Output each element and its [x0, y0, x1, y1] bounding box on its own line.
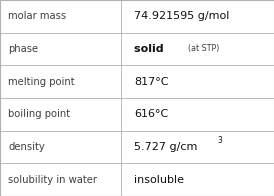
Text: insoluble: insoluble [134, 175, 184, 185]
Text: phase: phase [8, 44, 38, 54]
Text: boiling point: boiling point [8, 109, 70, 119]
Text: molar mass: molar mass [8, 11, 66, 21]
Text: 817°C: 817°C [134, 77, 169, 87]
Text: 5.727 g/cm: 5.727 g/cm [134, 142, 198, 152]
Text: 74.921595 g/mol: 74.921595 g/mol [134, 11, 230, 21]
Text: 616°C: 616°C [134, 109, 169, 119]
Text: melting point: melting point [8, 77, 75, 87]
Text: (at STP): (at STP) [188, 44, 219, 54]
Text: solid: solid [134, 44, 172, 54]
Text: solubility in water: solubility in water [8, 175, 97, 185]
Text: density: density [8, 142, 45, 152]
Text: 3: 3 [218, 136, 223, 145]
